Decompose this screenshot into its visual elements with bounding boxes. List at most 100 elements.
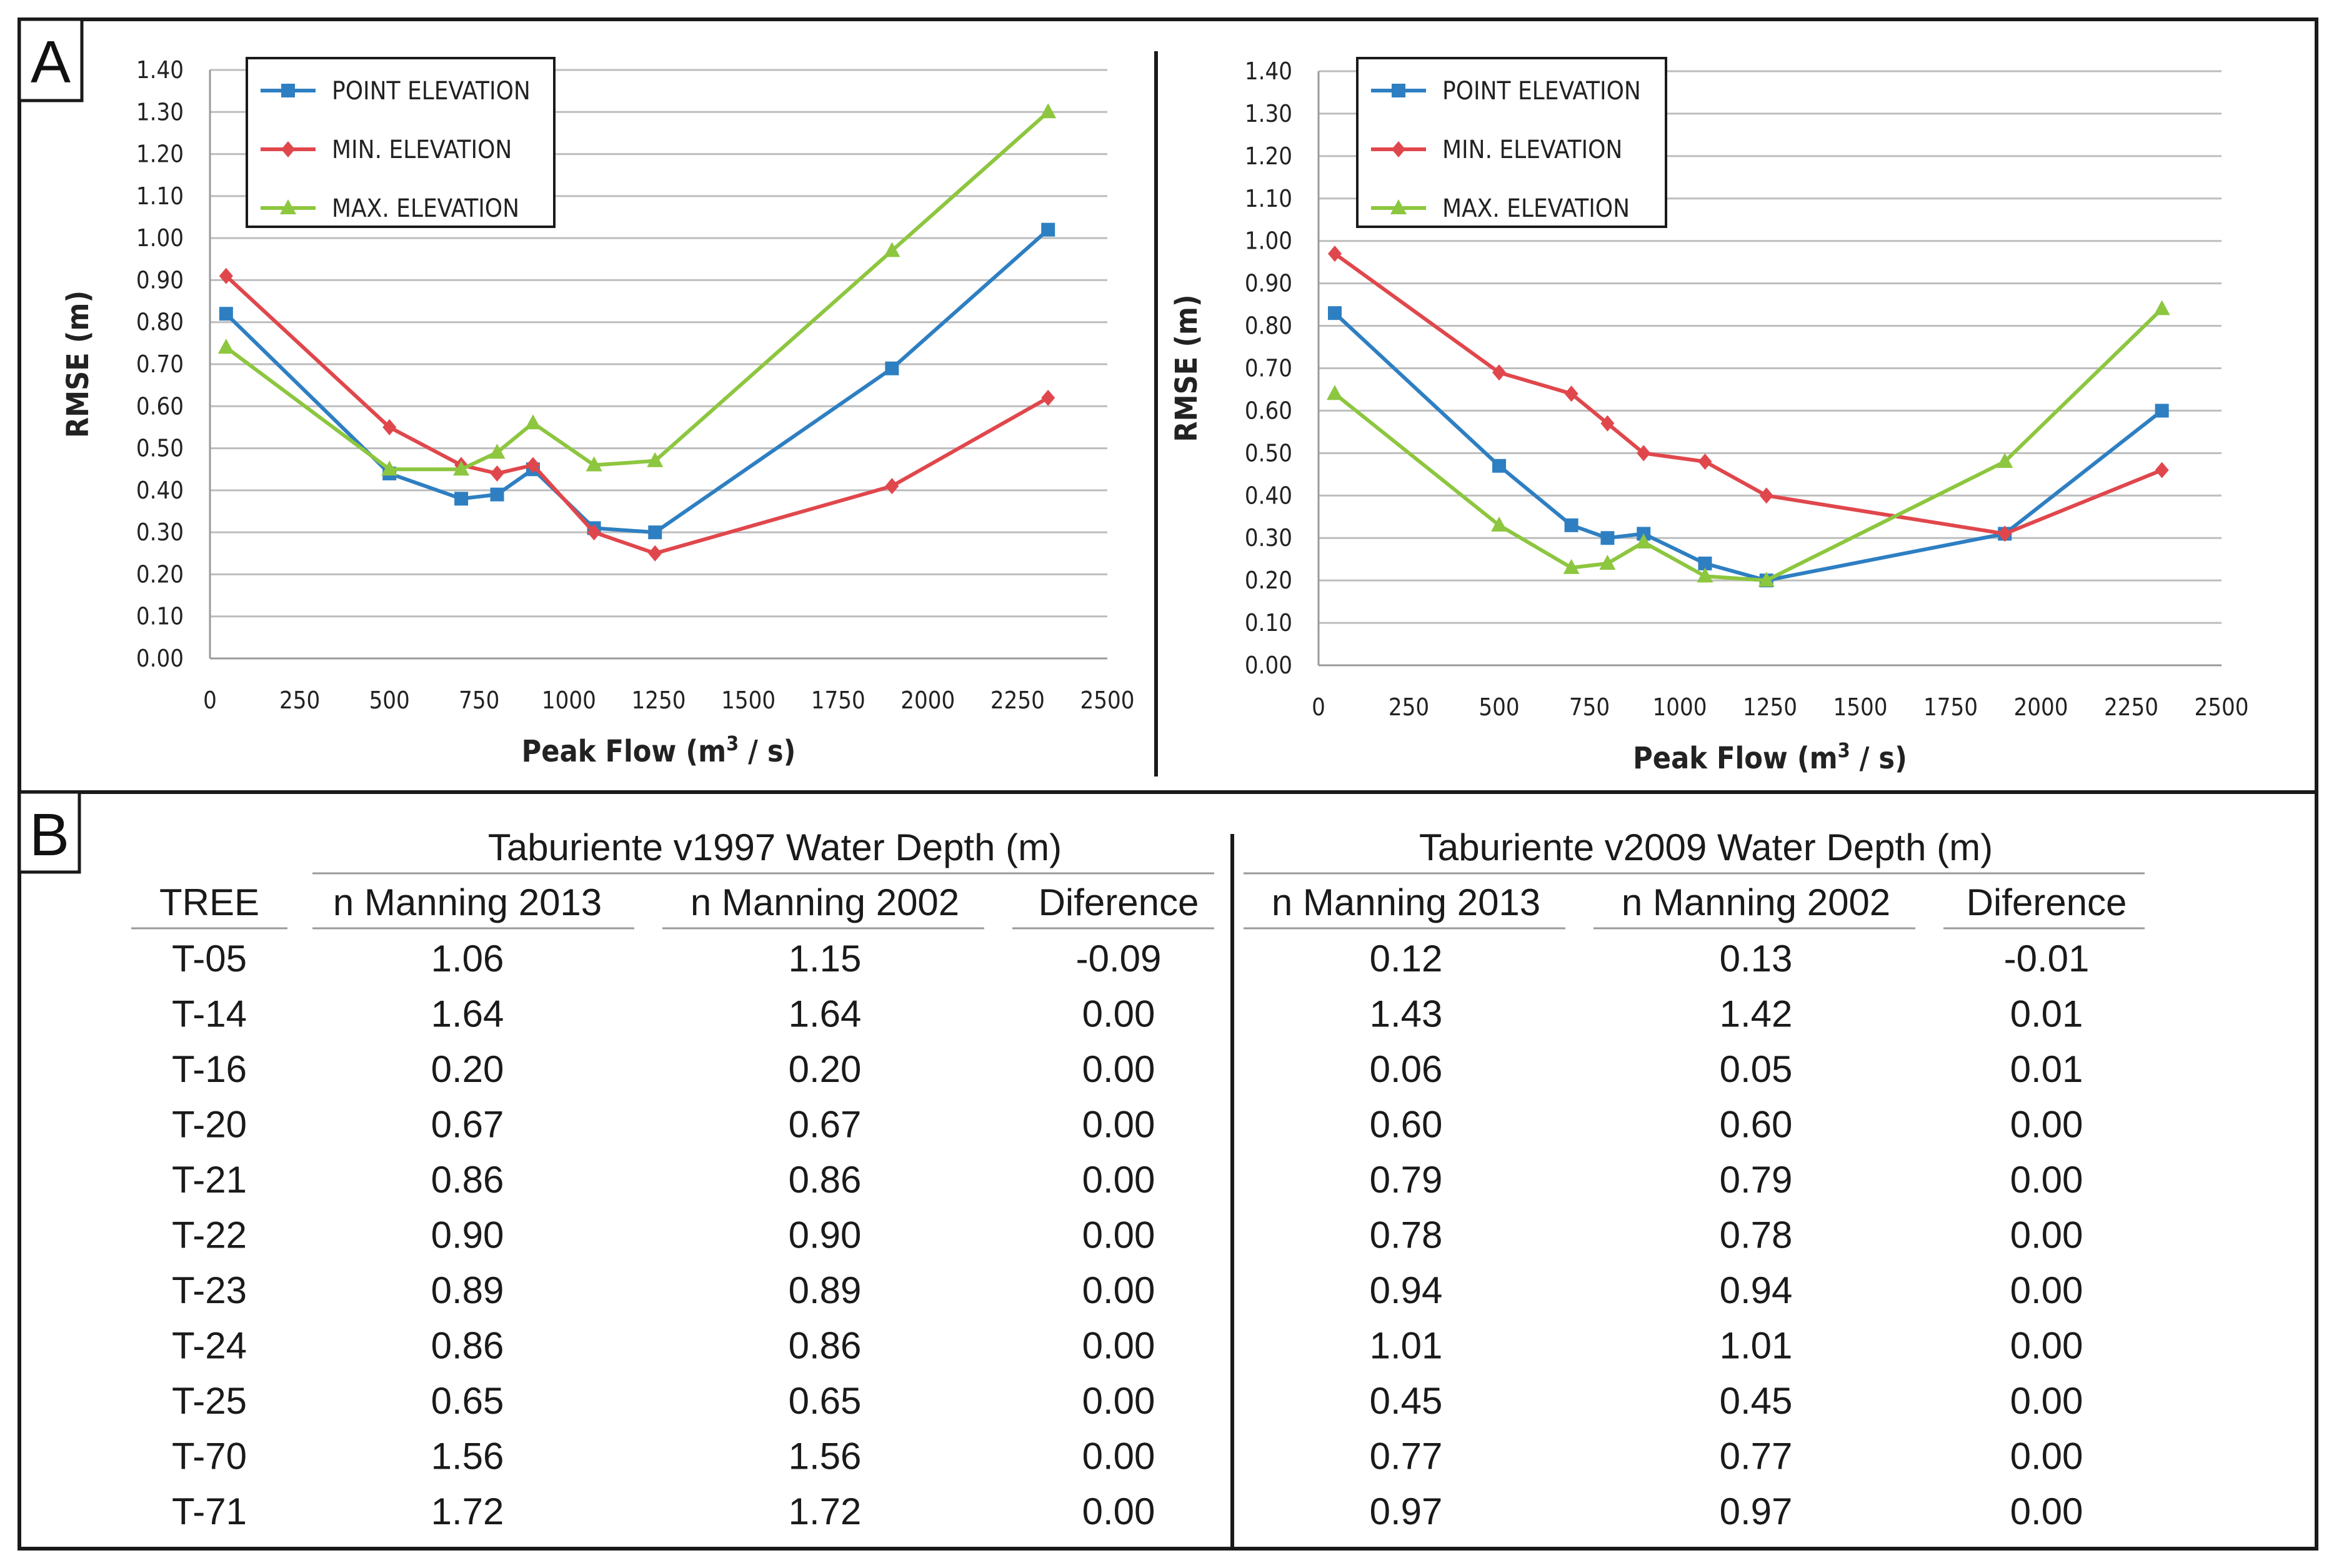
point-marker-diamond (1328, 246, 1342, 262)
table-cell: 0.77 (1720, 1436, 1793, 1477)
table-column-header: n Manning 2002 (691, 881, 959, 923)
table-cell: 1.64 (431, 993, 504, 1035)
x-tick-label: 2500 (1080, 687, 1135, 714)
point-marker-triangle (524, 414, 541, 430)
x-tick-label: 2250 (990, 687, 1045, 714)
table-cell: 0.13 (1720, 938, 1793, 980)
table-cell: 0.20 (431, 1048, 504, 1090)
point-marker-diamond (219, 267, 233, 284)
x-tick-label: 0 (1312, 693, 1325, 721)
table-cell: 0.94 (1370, 1269, 1443, 1311)
y-tick-label: 0.90 (136, 266, 184, 294)
chart-right: 0.00 0.10 0.20 0.30 0.40 0.50 0.60 0.70 0.80 0.90… (1169, 57, 2248, 776)
table-cell: 0.06 (1370, 1048, 1443, 1090)
table-column-header: TREE (159, 881, 259, 923)
y-tick-label: 0.50 (1245, 439, 1292, 467)
y-axis-label: RMSE (m) (1169, 294, 1204, 442)
table-cell: 0.79 (1720, 1159, 1793, 1201)
outer-frame (17, 17, 2318, 1551)
table-cell: 1.42 (1720, 993, 1793, 1035)
point-marker-square (1392, 84, 1405, 97)
table-cell: 0.00 (1082, 1325, 1155, 1367)
x-tick-label: 2000 (900, 687, 955, 714)
table-cell: 0.97 (1720, 1491, 1793, 1532)
table-row-tree: T-05 (172, 938, 247, 980)
y-tick-label: 0.50 (136, 435, 184, 462)
legend-label: MAX. ELEVATION (332, 194, 519, 223)
legend-box (1356, 57, 1667, 228)
point-marker-diamond (587, 524, 601, 541)
y-axis-label: RMSE (m) (61, 290, 96, 438)
legend-label: MIN. ELEVATION (1442, 136, 1622, 164)
table-cell: 0.90 (431, 1214, 504, 1256)
x-tick-label: 500 (1479, 693, 1519, 721)
table-column-header: n Manning 2002 (1622, 881, 1890, 923)
x-tick-label: 1250 (632, 687, 686, 714)
point-marker-triangle (1599, 554, 1616, 570)
series-line-square (224, 228, 1050, 535)
series-line-diamond (224, 274, 1049, 555)
point-marker-square (219, 307, 233, 321)
y-tick-label: 0.00 (1245, 652, 1292, 679)
table-cell: 0.00 (1082, 1436, 1155, 1477)
table-cell: 1.43 (1370, 993, 1443, 1035)
x-tick-label: 1500 (721, 687, 776, 714)
point-marker-triangle (1040, 103, 1057, 119)
x-tick-label: 2250 (2104, 693, 2158, 721)
point-marker-triangle (1327, 385, 1344, 400)
x-tick-label: 1750 (1923, 693, 1978, 721)
point-marker-triangle (1635, 533, 1652, 549)
table-column-header: Diference (1967, 881, 2127, 923)
table-row-tree: T-70 (172, 1436, 247, 1477)
legend-label: POINT ELEVATION (1442, 77, 1641, 106)
point-marker-triangle (2153, 300, 2170, 315)
x-tick-label: 2000 (2014, 693, 2068, 721)
y-tick-label: 1.00 (1245, 227, 1292, 255)
y-tick-label: 0.70 (1245, 355, 1292, 382)
point-marker-square (1564, 518, 1578, 532)
point-marker-diamond (648, 545, 662, 562)
table-cell: 1.01 (1370, 1325, 1443, 1367)
point-marker-square (1600, 531, 1615, 545)
table-cell: 0.65 (431, 1380, 504, 1422)
point-marker-diamond (1759, 487, 1773, 504)
table-cell: 0.00 (1082, 1048, 1155, 1090)
x-tick-label: 250 (1389, 693, 1429, 721)
table-cell: 0.90 (789, 1214, 862, 1256)
table-cell: 1.06 (431, 938, 504, 980)
point-marker-diamond (1998, 525, 2012, 542)
y-tick-label: 1.20 (1245, 142, 1292, 170)
table-cell: 0.86 (789, 1159, 862, 1201)
y-tick-label: 1.30 (136, 98, 184, 126)
y-tick-label: 0.60 (1245, 397, 1292, 424)
table-cell: 0.60 (1370, 1104, 1443, 1146)
table-cell: 0.00 (1082, 1491, 1155, 1532)
y-tick-label: 0.10 (1245, 609, 1292, 637)
data-table: Taburiente v1997 Water Depth (m) Taburien… (131, 826, 2145, 1532)
table-cell: 0.00 (2010, 1159, 2083, 1201)
point-marker-diamond (526, 457, 540, 474)
point-marker-diamond (2155, 462, 2169, 479)
y-tick-label: 0.60 (136, 392, 184, 420)
table-cell: 0.79 (1370, 1159, 1443, 1201)
point-marker-square (885, 361, 899, 375)
x-tick-label: 750 (1569, 693, 1610, 721)
table-cell: 1.01 (1720, 1325, 1793, 1367)
table-cell: -0.09 (1076, 938, 1162, 980)
table-cell: 0.89 (789, 1269, 862, 1311)
legend-label: POINT ELEVATION (332, 77, 531, 106)
table-cell: 0.00 (2010, 1491, 2083, 1532)
point-marker-triangle (1697, 567, 1713, 583)
table-cell: 0.00 (1082, 1104, 1155, 1146)
x-axis-label: Peak Flow (m3 / s) (1633, 738, 1907, 776)
table-row-tree: T-22 (172, 1214, 247, 1256)
x-tick-label: 1750 (811, 687, 865, 714)
table-cell: 0.65 (789, 1380, 862, 1422)
table-cell: 0.00 (2010, 1380, 2083, 1422)
table-group-header-1997: Taburiente v1997 Water Depth (m) (488, 826, 1062, 868)
point-marker-square (281, 84, 295, 97)
legend-label: MIN. ELEVATION (332, 136, 512, 164)
panel-a-tag: A (31, 29, 71, 96)
x-tick-label: 1000 (1653, 693, 1707, 721)
table-cell: 0.05 (1720, 1048, 1793, 1090)
